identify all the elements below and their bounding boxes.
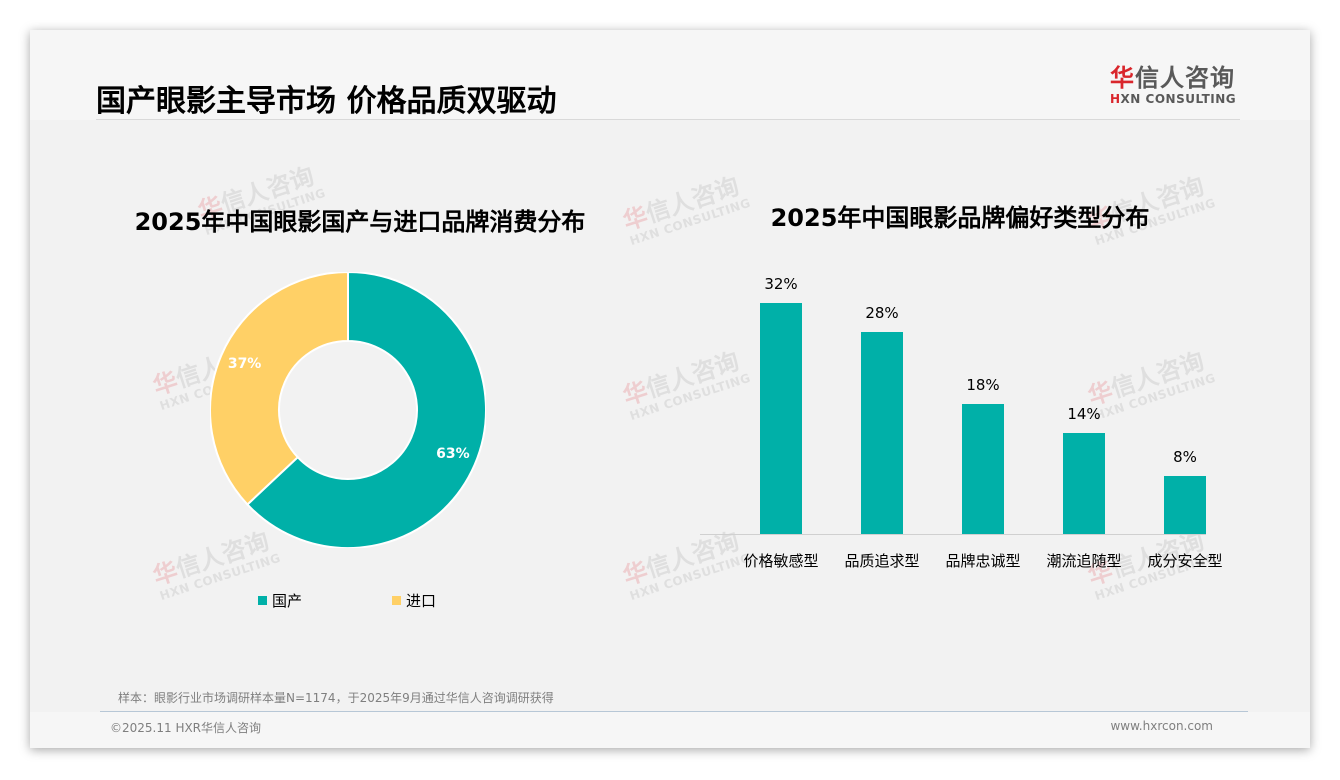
logo-cn-rest: 信人咨询 bbox=[1135, 64, 1235, 92]
bar-category-label: 品牌忠诚型 bbox=[945, 552, 1021, 570]
legend-swatch-icon bbox=[392, 596, 401, 605]
donut-slice bbox=[245, 270, 487, 549]
logo-cn: 华信人咨询 bbox=[1110, 64, 1242, 92]
sample-note: 样本：眼影行业市场调研样本量N=1174，于2025年9月通过华信人咨询调研获得 bbox=[118, 691, 554, 705]
bar-value-label: 8% bbox=[1173, 448, 1197, 467]
bar-value-label: 14% bbox=[1067, 404, 1101, 423]
footer-band bbox=[30, 712, 1310, 748]
bar-category-label: 成分安全型 bbox=[1147, 552, 1223, 570]
donut-label-import: 37% bbox=[227, 355, 262, 372]
page-title: 国产眼影主导市场 价格品质双驱动 bbox=[96, 84, 557, 119]
bar-category-label: 品质追求型 bbox=[844, 552, 920, 570]
legend-item-domestic: 国产 bbox=[258, 590, 302, 611]
logo-en-rest: XN CONSULTING bbox=[1120, 92, 1237, 106]
bar bbox=[1063, 432, 1105, 534]
logo-en-red: H bbox=[1110, 92, 1121, 106]
donut-slice bbox=[209, 270, 349, 506]
bar bbox=[861, 331, 903, 534]
bar-category-label: 潮流追随型 bbox=[1046, 552, 1122, 570]
logo-cn-red: 华 bbox=[1110, 64, 1135, 92]
logo-en: HXN CONSULTING bbox=[1110, 92, 1242, 106]
bar bbox=[962, 404, 1004, 534]
bar-value-label: 18% bbox=[966, 376, 1000, 395]
legend-item-import: 进口 bbox=[392, 590, 436, 611]
copyright: ©2025.11 HXR华信人咨询 bbox=[110, 721, 262, 735]
header-band bbox=[30, 30, 1310, 120]
legend-label: 进口 bbox=[406, 592, 437, 610]
website-link[interactable]: www.hxrcon.com bbox=[1110, 719, 1213, 733]
donut-svg bbox=[209, 270, 487, 549]
company-logo: 华信人咨询 HXN CONSULTING bbox=[1110, 64, 1242, 106]
header-divider bbox=[96, 119, 1240, 120]
bar-value-label: 32% bbox=[764, 275, 798, 293]
bar-chart-title: 2025年中国眼影品牌偏好类型分布 bbox=[770, 204, 1150, 232]
bar-value-label: 28% bbox=[865, 303, 899, 322]
legend-swatch-icon bbox=[258, 596, 267, 605]
bar-chart: 32% 价格敏感型 28% 品质追求型 18% 品牌忠诚型 14% 潮流追随型 8% 成分安全型 bbox=[700, 270, 1223, 580]
donut-chart-title: 2025年中国眼影国产与进口品牌消费分布 bbox=[134, 208, 586, 236]
bar-category-label: 价格敏感型 bbox=[743, 552, 819, 570]
footer-divider bbox=[100, 711, 1248, 712]
donut-label-domestic: 63% bbox=[436, 446, 470, 463]
legend-label: 国产 bbox=[272, 592, 303, 610]
x-axis-line bbox=[700, 534, 1206, 535]
bar bbox=[760, 303, 802, 534]
bar bbox=[1164, 476, 1206, 534]
donut-chart: 63% 37% bbox=[209, 270, 487, 549]
